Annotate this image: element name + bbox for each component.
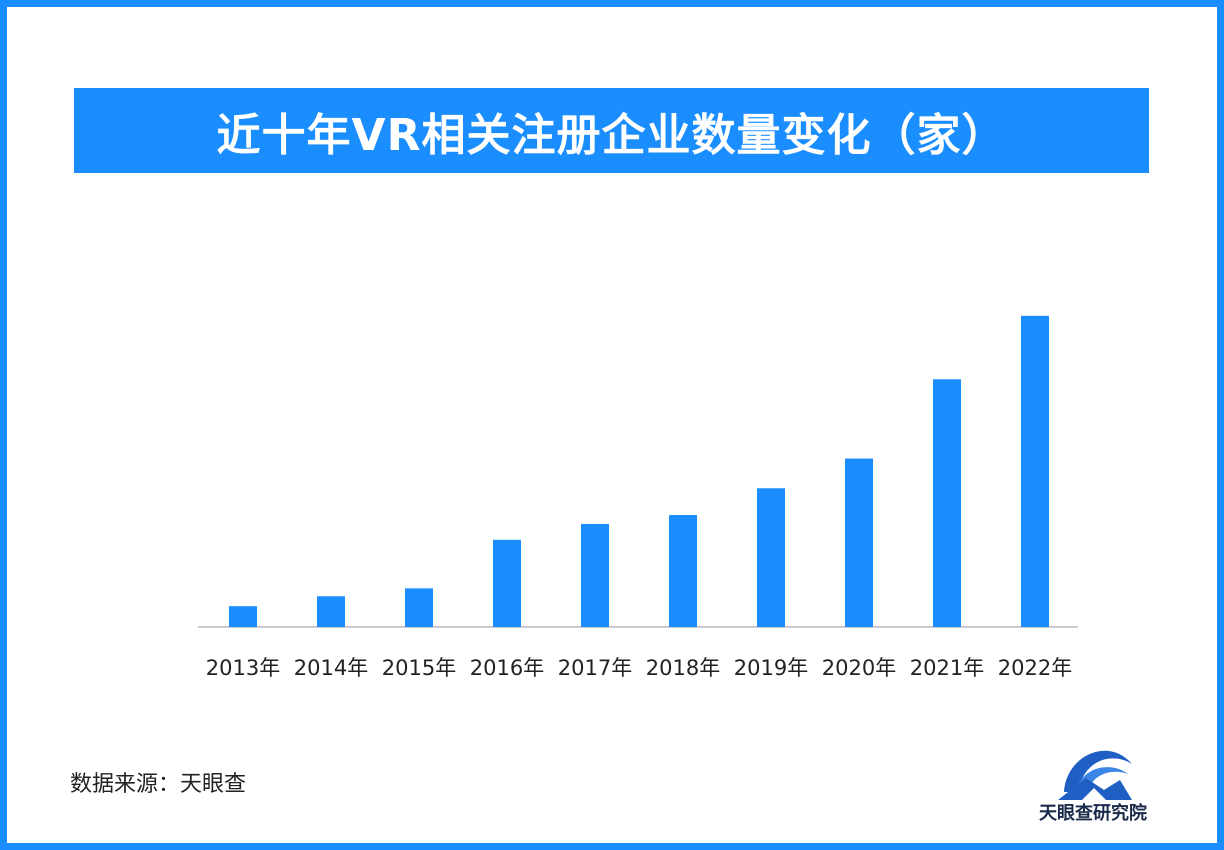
x-tick-label-6: 2019年: [734, 656, 808, 680]
x-tick-label-4: 2017年: [558, 656, 632, 680]
x-tick-label-1: 2014年: [294, 656, 368, 680]
x-tick-label-7: 2020年: [822, 656, 896, 680]
bar-0: [229, 606, 257, 627]
bar-5: [669, 515, 697, 627]
bar-3: [493, 539, 521, 627]
data-source: 数据来源：天眼查: [70, 772, 247, 797]
x-tick-label-3: 2016年: [470, 656, 544, 680]
logo-label: 天眼查研究院: [1039, 803, 1147, 824]
x-tick-label-0: 2013年: [206, 656, 280, 680]
bar-9: [1021, 315, 1049, 627]
bar-6: [757, 488, 785, 627]
tianyancha-logo-icon: [1058, 750, 1132, 800]
x-tick-label-9: 2022年: [998, 656, 1072, 680]
x-tick-label-2: 2015年: [382, 656, 456, 680]
x-tick-label-8: 2021年: [910, 656, 984, 680]
chart-title: 近十年VR相关注册企业数量变化（家）: [216, 109, 1007, 161]
bar-4: [581, 523, 609, 627]
bar-8: [933, 379, 961, 627]
x-tick-label-5: 2018年: [646, 656, 720, 680]
title-banner: 近十年VR相关注册企业数量变化（家）: [74, 88, 1149, 173]
bar-2: [405, 588, 433, 627]
bar-7: [845, 458, 873, 627]
bar-1: [317, 596, 345, 627]
